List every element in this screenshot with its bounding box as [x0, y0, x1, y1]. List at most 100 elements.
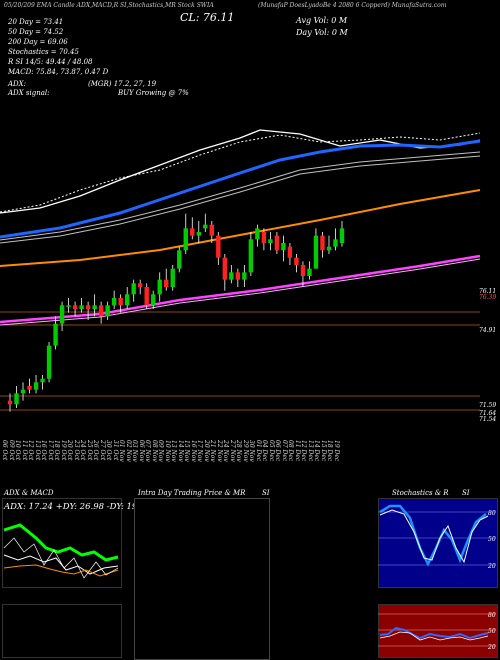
candle-body [20, 389, 26, 394]
candle-body [14, 393, 19, 405]
ema50-line [0, 189, 481, 267]
price-label: 71.54 [479, 416, 497, 423]
ema200-line-inner [0, 258, 481, 326]
candle-body [124, 294, 130, 306]
rsi-tick: 80 [488, 612, 496, 619]
candle-body [183, 228, 188, 251]
stoch-title: Stochastics & R [392, 489, 449, 497]
rsi-signal-line [379, 631, 489, 641]
price-label: 74.91 [479, 327, 497, 334]
adx-label: ADX: [8, 80, 27, 88]
price-label: 71.59 [479, 402, 497, 409]
candle-body [281, 243, 286, 251]
signal-text: BUY Growing @ 7% [118, 89, 189, 97]
provider-text: (MunafaP DoesLyadoBe 4 2080 6 Copperd) M… [258, 2, 447, 9]
candle-body [222, 257, 228, 280]
adx-value: (MGR) 17.2, 27, 19 [88, 80, 157, 88]
candle-body [151, 294, 156, 306]
price-chart [0, 129, 481, 412]
adx-readout: ADX: 17.24 +DY: 26.98 -DY: 19.05 [4, 502, 151, 512]
macd-label: MACD: 75.84, 73.87, 0.47 D [8, 68, 109, 76]
adx-macd-title: ADX & MACD [4, 489, 54, 497]
candle-body [105, 305, 110, 317]
candle-body [59, 305, 65, 324]
candle-body [294, 257, 299, 265]
candle-body [46, 345, 52, 379]
plus-di-line [3, 523, 119, 562]
price-label: 76.11 [479, 288, 497, 295]
intraday-title: Intra Day Trading Price & MR [138, 489, 246, 497]
candle-body [144, 287, 149, 306]
candle-body [326, 246, 332, 251]
candle-body [333, 239, 338, 247]
candle-body [248, 239, 254, 273]
candle-body [72, 305, 78, 309]
rsi-label: R SI 14/5: 49.44 / 48.08 [8, 58, 93, 66]
candle-body [339, 228, 345, 243]
ema-gray-line [0, 151, 481, 241]
rsi-tick: 20 [488, 644, 496, 651]
candle-body [235, 272, 241, 280]
stoch-label: Stochastics = 70.45 [8, 48, 79, 56]
stoch-si-title: SI [462, 489, 470, 497]
day-volume: Day Vol: 0 M [296, 28, 348, 37]
candle-body [300, 265, 306, 276]
candle-body [242, 272, 247, 280]
candle-body [79, 305, 84, 309]
stoch-k-line [379, 504, 487, 567]
avg-volume: Avg Vol: 0 M [296, 16, 348, 25]
candle-body [170, 268, 175, 287]
candle-body [157, 279, 162, 295]
ema200-label: 200 Day = 69.06 [8, 38, 68, 46]
candle-body [261, 232, 267, 243]
close-price: CL: 76.11 [180, 11, 235, 24]
candle-body [190, 228, 195, 236]
candle-body [313, 235, 319, 269]
di-line-thin [3, 537, 119, 579]
candle-body [27, 386, 32, 390]
candle-body [53, 323, 58, 346]
rsi-tick: 50 [488, 628, 496, 635]
price-label: 71.64 [479, 410, 497, 417]
candle-body [268, 239, 273, 243]
ema20-label: 20 Day = 73.41 [8, 18, 64, 26]
si-title: SI [262, 489, 270, 497]
candle-body [111, 298, 117, 306]
ema-gray-line-2 [0, 155, 481, 244]
candle-body [287, 246, 293, 258]
candle-body [40, 378, 45, 383]
stoch-tick: 80 [488, 510, 496, 517]
candle-body [66, 305, 71, 307]
candle-body [118, 298, 123, 306]
candle-body [164, 279, 169, 287]
adx-line [3, 554, 119, 575]
minus-di-line [3, 564, 119, 577]
candle-body [209, 224, 215, 236]
stoch-tick: 20 [488, 563, 496, 570]
candle-body [274, 235, 280, 251]
candle-body [196, 232, 201, 236]
price-label: 76.39 [479, 294, 497, 301]
rsi-panel [378, 604, 498, 658]
candle-body [85, 305, 91, 309]
candle-body [307, 268, 312, 276]
stoch-d-line [379, 509, 489, 564]
candle-body [33, 382, 39, 390]
candle-body [229, 272, 234, 280]
candle-body [203, 224, 208, 229]
macd-panel [2, 604, 122, 658]
candle-body [216, 235, 221, 258]
stoch-tick: 50 [488, 536, 496, 543]
candle-body [137, 283, 143, 287]
candle-body [320, 235, 325, 251]
ema20-line [0, 139, 481, 239]
candle-body [92, 305, 97, 309]
candle-body [98, 305, 104, 317]
candle-body [177, 250, 182, 269]
header-line: 05/20/209 EMA Candle ADX,MACD,R SI,Stoch… [4, 2, 214, 9]
candle-body [131, 283, 136, 295]
candle-body [7, 400, 13, 405]
ema-dotted-line [0, 132, 481, 213]
adx-panel [2, 498, 122, 588]
adx-signal-label: ADX signal: [8, 89, 50, 97]
